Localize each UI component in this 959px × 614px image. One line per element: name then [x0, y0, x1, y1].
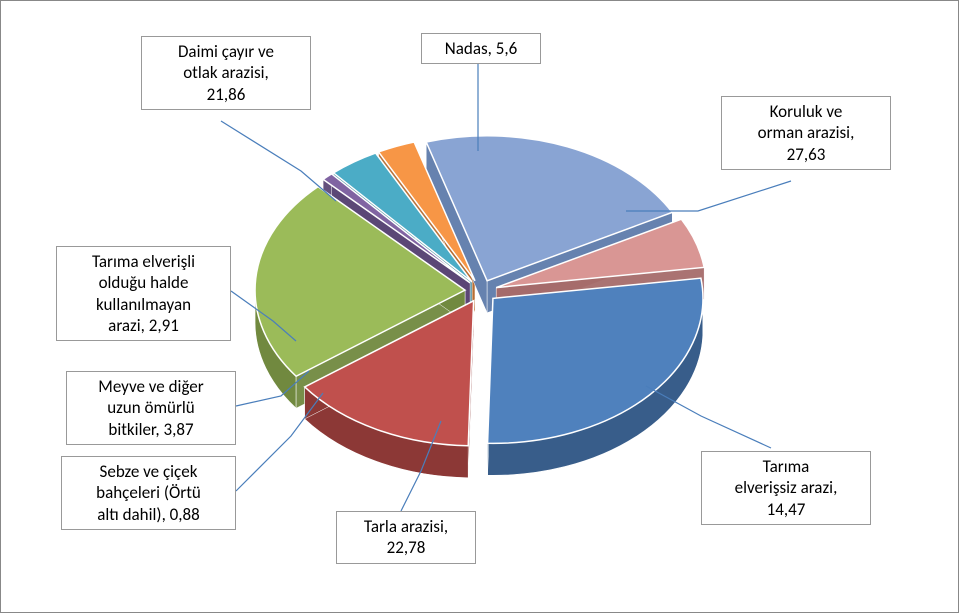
label-tarla-arazisi: Tarla arazisi,22,78 [336, 511, 476, 564]
slice-koruluk-ve-orman-arazisi [488, 278, 703, 443]
pie-chart-land-use: Koruluk veorman arazisi,27,63 Tarımaelver… [1, 1, 959, 614]
label-daimi-çayır-ve-otlak-arazisi: Daimi çayır veotlak arazisi,21,86 [141, 36, 311, 110]
label-tarıma-elverişsiz-arazi: Tarımaelverişsiz arazi,14,47 [701, 451, 871, 525]
label-tarıma-elverişli-olduğu-halde-kullanılmayan-arazi: Tarıma elverişliolduğu haldekullanılmaya… [56, 246, 231, 341]
label-nadas: Nadas, 5,6 [421, 33, 541, 64]
label-meyve-ve-diğer-uzun-ömürlü-bitkiler: Meyve ve diğeruzun ömürlübitkiler, 3,87 [66, 371, 236, 445]
label-sebze-ve-çiçek-bahçeleri-(örtü-altı-dahil): Sebze ve çiçekbahçeleri (Örtüaltı dahil)… [61, 456, 236, 530]
label-koruluk-ve-orman-arazisi: Koruluk veorman arazisi,27,63 [721, 96, 891, 170]
